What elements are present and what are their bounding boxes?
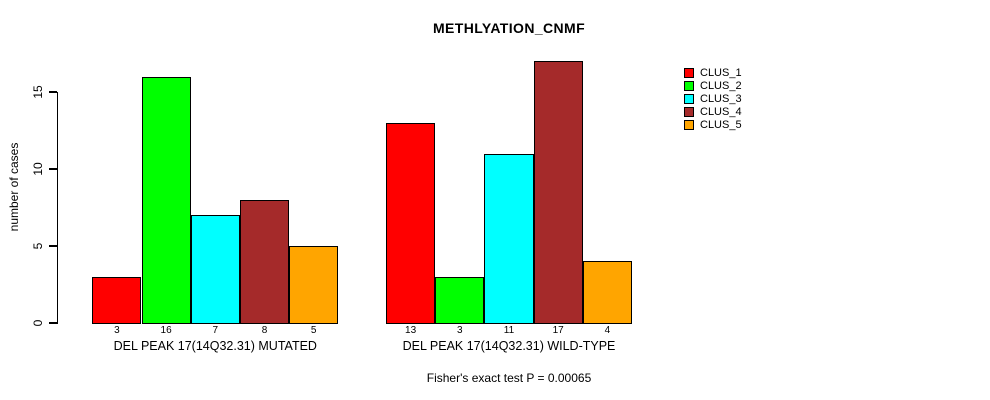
bar	[141, 76, 191, 324]
group-label: DEL PEAK 17(14Q32.31) MUTATED	[113, 339, 317, 353]
legend-label: CLUS_3	[700, 92, 742, 105]
bar	[190, 215, 240, 324]
bar	[484, 153, 534, 324]
legend-item: CLUS_3	[684, 92, 742, 105]
chart-title: METHLYATION_CNMF	[432, 20, 586, 36]
legend-item: CLUS_4	[684, 106, 742, 119]
bar	[289, 246, 339, 324]
legend-swatch-icon	[684, 93, 694, 104]
legend-swatch-icon	[684, 80, 694, 91]
bar	[582, 261, 632, 324]
legend-swatch-icon	[684, 120, 694, 131]
bar-value-label: 13	[405, 325, 417, 336]
y-tick-label: 15	[31, 85, 45, 99]
bar-value-label: 5	[310, 325, 317, 336]
legend-item: CLUS_1	[684, 66, 742, 79]
bar	[533, 61, 583, 324]
legend-swatch-icon	[684, 107, 694, 118]
bar	[386, 122, 436, 324]
bar	[435, 276, 485, 324]
legend-item: CLUS_5	[684, 119, 742, 132]
bar	[92, 276, 142, 324]
bar-value-label: 8	[261, 325, 268, 336]
bar-value-label: 7	[212, 325, 219, 336]
y-axis-label: number of cases	[7, 142, 21, 232]
legend-label: CLUS_5	[700, 119, 742, 132]
bar	[239, 199, 290, 324]
y-tick-label: 5	[31, 242, 45, 250]
bar-value-label: 4	[604, 325, 611, 336]
y-tick	[49, 168, 57, 170]
legend-label: CLUS_4	[700, 106, 742, 119]
bar-value-label: 3	[457, 325, 463, 336]
y-tick-label: 0	[31, 319, 45, 327]
legend: CLUS_1 CLUS_2 CLUS_3 CLUS_4 CLUS_5	[684, 66, 742, 132]
y-tick	[49, 91, 57, 93]
legend-label: CLUS_1	[700, 66, 742, 79]
bar-value-label: 3	[114, 325, 120, 336]
group-label: DEL PEAK 17(14Q32.31) WILD-TYPE	[402, 339, 616, 353]
y-tick	[49, 322, 57, 324]
legend-swatch-icon	[684, 67, 694, 78]
bar-value-label: 11	[503, 325, 515, 336]
bar-value-label: 16	[160, 325, 172, 336]
fisher-test-annotation: Fisher's exact test P = 0.00065	[426, 371, 592, 385]
y-tick-label: 10	[31, 162, 45, 176]
bar-value-label: 17	[552, 325, 564, 336]
legend-item: CLUS_2	[684, 79, 742, 92]
y-axis-line	[56, 92, 58, 324]
y-tick	[49, 245, 57, 247]
legend-label: CLUS_2	[700, 79, 742, 92]
